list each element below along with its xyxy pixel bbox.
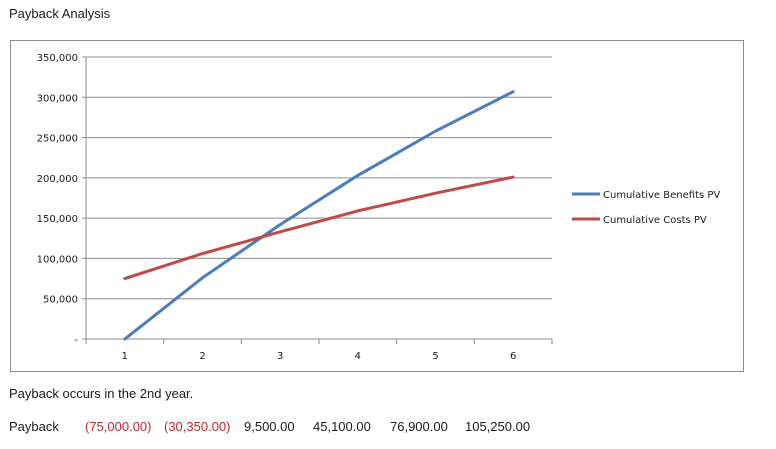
- payback-value-3: 9,500.00: [244, 419, 295, 434]
- y-tick-label-5: 250,000: [37, 134, 78, 145]
- y-tick-label-0: -: [74, 335, 78, 346]
- y-tick-label-3: 150,000: [37, 214, 78, 225]
- payback-value-1: (75,000.00): [85, 419, 152, 434]
- chart-frame: - 50,000 100,000 150,000 200,000 250,000 300,0…: [10, 40, 744, 372]
- legend-label-2: Cumulative Costs PV: [603, 215, 707, 226]
- y-tick-label-6: 300,000: [37, 93, 78, 104]
- payback-label: Payback: [9, 419, 59, 434]
- payback-value-6: 105,250.00: [465, 419, 531, 434]
- payback-line-chart: - 50,000 100,000 150,000 200,000 250,000 300,0…: [37, 53, 721, 362]
- y-tick-label-7: 350,000: [37, 53, 78, 64]
- y-tick-label-4: 200,000: [37, 174, 78, 185]
- y-tick-label-2: 100,000: [37, 254, 78, 265]
- payback-note: Payback occurs in the 2nd year.: [9, 386, 194, 401]
- series-line-2: [123, 175, 515, 281]
- series-line-1: [123, 90, 515, 341]
- x-tick-label-6: 6: [510, 351, 516, 362]
- payback-value-2: (30,350.00): [164, 419, 231, 434]
- x-tick-label-2: 2: [199, 351, 205, 362]
- payback-value-5: 76,900.00: [390, 419, 448, 434]
- page-title: Payback Analysis: [9, 6, 111, 21]
- y-tick-label-1: 50,000: [43, 295, 78, 306]
- x-tick-label-4: 4: [355, 351, 361, 362]
- legend-label-1: Cumulative Benefits PV: [603, 190, 720, 201]
- payback-value-4: 45,100.00: [313, 419, 371, 434]
- x-tick-label-1: 1: [122, 351, 128, 362]
- x-tick-label-5: 5: [432, 351, 438, 362]
- x-tick-label-3: 3: [277, 351, 283, 362]
